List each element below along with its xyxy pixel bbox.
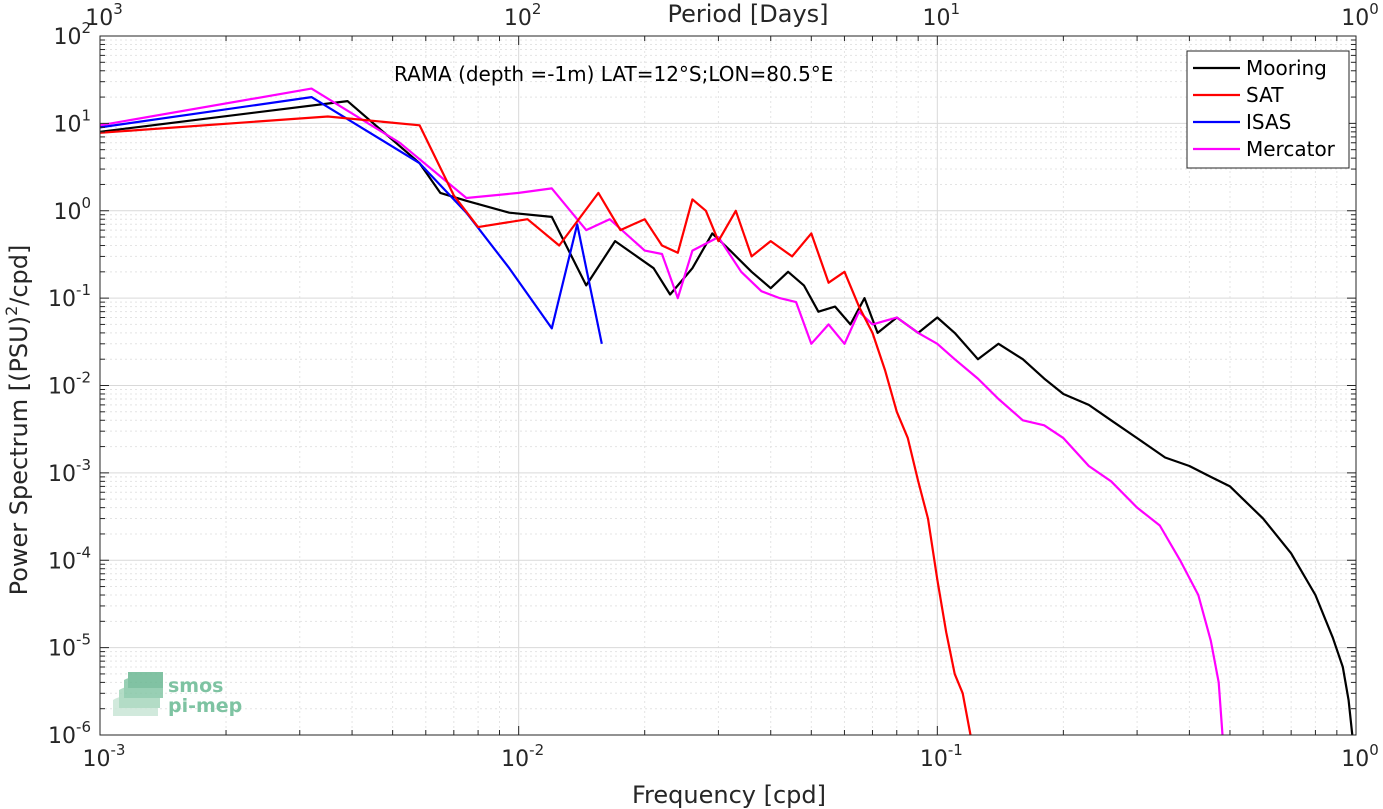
top-x-tick-label: 103 (85, 0, 123, 31)
series-line-mercator (99, 87, 1224, 736)
x-axis-label: Frequency [cpd] (632, 781, 826, 809)
top-x-tick-label: 102 (504, 0, 542, 31)
y-tick-label: 10-1 (48, 281, 91, 312)
chart-annotation: RAMA (depth =-1m) LAT=12°S;LON=80.5°E (394, 62, 833, 86)
legend-label-mercator: Mercator (1246, 137, 1336, 161)
x-tick-label: 10-2 (501, 741, 544, 772)
series-line-mooring (99, 99, 1354, 736)
top-x-tick-label: 101 (923, 0, 961, 31)
grid (100, 36, 1356, 735)
logo-mark-icon (113, 672, 163, 716)
y-tick-label: 10-5 (48, 631, 91, 662)
top-x-axis-label: Period [Days] (667, 0, 828, 28)
x-tick-label: 10-3 (83, 741, 126, 772)
y-tick-label: 101 (53, 106, 91, 137)
legend-label-sat: SAT (1246, 83, 1284, 107)
smos-pimep-logo: smos pi-mep (113, 672, 242, 717)
top-x-tick-label: 100 (1341, 0, 1379, 31)
legend: Mooring SAT ISAS Mercator (1186, 50, 1350, 169)
plot-series (99, 87, 1354, 736)
series-line-sat (99, 115, 972, 736)
y-axis-label-main: Power Spectrum [(PSU) (5, 316, 33, 595)
y-tick-label: 10-6 (48, 718, 91, 749)
y-tick-label: 10-3 (48, 456, 91, 487)
series-line-isas (99, 95, 603, 345)
y-tick-label: 100 (53, 194, 91, 225)
x-tick-label: 100 (1341, 741, 1379, 772)
y-tick-label: 10-2 (48, 369, 91, 400)
y-axis-label: Power Spectrum [(PSU)2/cpd] (2, 245, 33, 596)
y-tick-label: 102 (53, 19, 91, 50)
legend-label-isas: ISAS (1246, 110, 1291, 134)
legend-label-mooring: Mooring (1246, 56, 1327, 80)
logo-text-line1: smos (168, 675, 223, 697)
x-tick-label: 10-1 (920, 741, 963, 772)
y-axis-label-tail: /cpd] (5, 245, 33, 306)
y-axis-label-exponent: 2 (2, 306, 21, 316)
y-tick-label: 10-4 (48, 543, 91, 574)
ticks (99, 35, 1357, 736)
logo-text-line2: pi-mep (168, 695, 242, 717)
